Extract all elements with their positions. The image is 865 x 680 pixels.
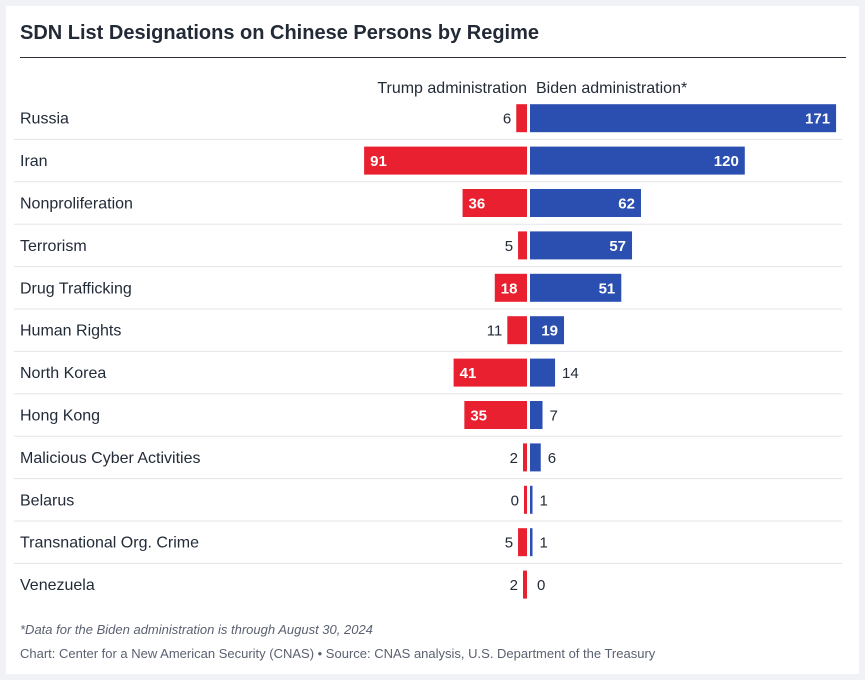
category-label: Nonproliferation <box>20 196 133 213</box>
data-label-biden: 120 <box>714 153 739 170</box>
data-label-trump: 2 <box>510 450 518 467</box>
bar-trump <box>453 358 527 387</box>
bar-trump <box>464 401 527 429</box>
chart-source: Chart: Center for a New American Securit… <box>20 646 656 661</box>
bar-trump <box>523 570 527 599</box>
category-label: Russia <box>20 111 69 128</box>
data-label-trump: 5 <box>505 238 513 255</box>
category-label: Venezuela <box>20 577 95 594</box>
series-label-trump: Trump administration <box>377 80 527 97</box>
bar-trump <box>494 273 527 302</box>
bar-trump <box>462 189 527 217</box>
data-label-trump: 11 <box>487 323 503 340</box>
category-label: Hong Kong <box>20 408 100 425</box>
bar-trump <box>507 316 527 345</box>
data-label-biden: 1 <box>540 535 548 552</box>
category-label: Iran <box>20 153 48 170</box>
category-label: Belarus <box>20 492 74 509</box>
data-label-trump: 5 <box>505 535 513 552</box>
data-label-trump: 0 <box>511 492 519 509</box>
data-label-biden: 7 <box>550 408 558 425</box>
data-label-trump: 35 <box>470 408 487 425</box>
data-label-trump: 18 <box>501 280 518 297</box>
data-label-trump: 41 <box>460 365 477 382</box>
data-label-trump: 91 <box>370 153 387 170</box>
bar-biden <box>530 189 641 217</box>
bar-biden <box>530 443 541 472</box>
category-label: Transnational Org. Crime <box>20 535 199 552</box>
bar-trump <box>524 485 527 514</box>
bar-biden <box>530 528 533 557</box>
bar-biden <box>530 401 543 429</box>
bar-trump <box>518 231 527 260</box>
bar-trump <box>518 528 527 557</box>
data-label-biden: 19 <box>541 323 558 340</box>
category-label: Malicious Cyber Activities <box>20 450 201 467</box>
data-label-biden: 51 <box>599 280 616 297</box>
chart-footnote: *Data for the Biden administration is th… <box>20 622 373 637</box>
data-label-trump: 6 <box>503 111 511 128</box>
bar-trump <box>364 146 527 175</box>
title-rule <box>20 57 846 58</box>
data-label-biden: 57 <box>609 238 626 255</box>
data-label-biden: 0 <box>537 577 545 594</box>
data-label-biden: 1 <box>540 492 548 509</box>
category-label: Drug Trafficking <box>20 280 132 297</box>
category-label: Terrorism <box>20 238 87 255</box>
series-label-biden: Biden administration* <box>536 80 687 97</box>
data-label-trump: 2 <box>510 577 518 594</box>
category-label: Human Rights <box>20 323 121 340</box>
data-label-trump: 36 <box>469 196 486 213</box>
data-label-biden: 14 <box>562 365 579 382</box>
bar-biden <box>530 358 556 387</box>
chart-title: SDN List Designations on Chinese Persons… <box>20 22 540 44</box>
data-label-biden: 6 <box>548 450 556 467</box>
bar-trump <box>516 104 527 133</box>
bar-biden <box>530 485 533 514</box>
bar-biden <box>530 231 633 260</box>
bar-biden <box>530 316 565 345</box>
data-label-biden: 171 <box>805 111 830 128</box>
bar-trump <box>523 443 527 472</box>
data-label-biden: 62 <box>618 196 635 213</box>
bar-biden <box>530 273 622 302</box>
bar-biden <box>530 146 745 175</box>
bar-biden <box>530 104 837 133</box>
category-label: North Korea <box>20 365 106 382</box>
